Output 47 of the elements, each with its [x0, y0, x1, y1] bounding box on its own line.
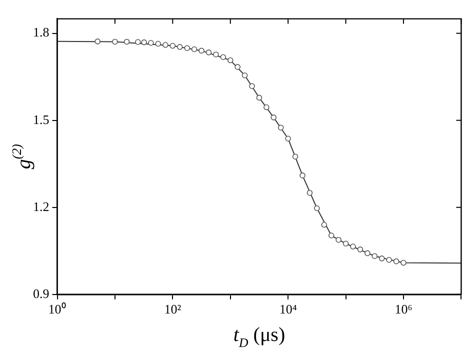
point	[162, 42, 168, 48]
point	[400, 260, 406, 266]
point	[264, 104, 270, 110]
point	[292, 154, 298, 160]
point	[234, 64, 240, 70]
point	[135, 39, 141, 45]
point	[278, 124, 284, 130]
point	[328, 232, 334, 238]
point	[357, 246, 364, 252]
point	[314, 205, 320, 212]
x-tick-label: 10²	[164, 302, 182, 317]
point	[191, 46, 198, 52]
y-tick-label: 1.5	[33, 112, 50, 127]
y-tick-label: 0.9	[33, 286, 50, 301]
point	[184, 45, 190, 51]
y-tick-label: 1.2	[33, 198, 50, 214]
point	[206, 50, 212, 56]
point	[285, 136, 291, 142]
point	[342, 240, 349, 247]
point	[220, 54, 226, 60]
point	[372, 253, 378, 260]
y-tick-label: 1.8	[33, 24, 50, 40]
point	[155, 40, 162, 47]
point	[242, 72, 248, 78]
point	[176, 44, 183, 50]
point	[350, 244, 356, 250]
point	[170, 42, 176, 49]
point	[393, 258, 400, 264]
point	[321, 222, 328, 228]
x-tick-label: 10⁶	[394, 302, 412, 317]
x-tick-label: 10⁰	[48, 302, 66, 317]
point	[386, 256, 392, 263]
x-tick-label: 10⁴	[279, 302, 298, 317]
point	[148, 40, 154, 46]
point	[300, 172, 306, 178]
point	[336, 236, 342, 243]
point	[227, 57, 234, 64]
point	[270, 114, 277, 120]
point	[249, 83, 255, 90]
point	[306, 190, 313, 196]
point	[364, 250, 370, 256]
point	[256, 94, 262, 101]
y-axis-title: g(2)	[9, 144, 35, 170]
point	[213, 52, 219, 58]
point	[378, 256, 385, 262]
point	[198, 48, 204, 54]
point	[141, 39, 148, 46]
